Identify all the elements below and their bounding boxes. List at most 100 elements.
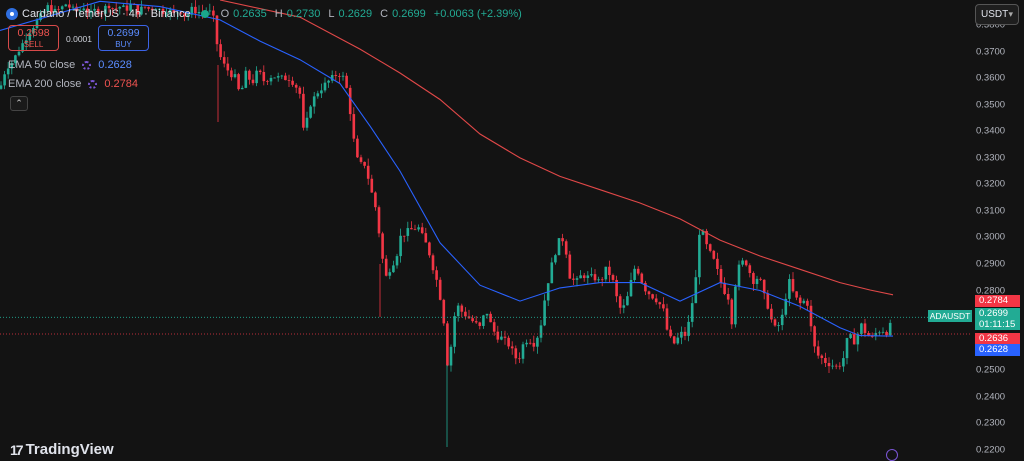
market-open-dot-icon [200, 10, 209, 18]
candle-body [525, 342, 528, 345]
candle-body [435, 270, 438, 280]
currency-selector[interactable]: USDT [975, 4, 1019, 25]
candle-body [759, 278, 762, 280]
candle-body [496, 331, 500, 340]
candle-body [248, 70, 251, 80]
candle-body [860, 323, 863, 335]
candle-body [219, 44, 222, 58]
candle-body [89, 10, 93, 13]
candle-body [384, 258, 388, 276]
high-value: 0.2730 [286, 8, 321, 20]
price-tick: 0.2400 [976, 391, 1006, 403]
candle-body [654, 298, 658, 303]
candle-body [237, 74, 240, 90]
candle-body [107, 5, 111, 9]
collapse-legend-button[interactable]: ⌃ [10, 96, 28, 111]
candle-body [327, 80, 330, 83]
candle-body [870, 336, 874, 337]
candle-body [600, 279, 604, 281]
event-marker-icon[interactable] [886, 449, 898, 461]
candle-body [514, 348, 518, 359]
candle-body [687, 321, 690, 336]
candle-body [528, 342, 532, 344]
candle-body [885, 331, 888, 336]
candle-body [212, 10, 215, 16]
candle-body [161, 8, 165, 15]
candle-body [489, 313, 492, 323]
candle-body [780, 314, 784, 326]
candle-body [633, 268, 636, 280]
candle-body [708, 244, 712, 251]
candle-body [323, 82, 327, 91]
candle-body [813, 326, 816, 347]
candle-body [104, 5, 107, 14]
candle-body [712, 250, 716, 259]
candle-body [539, 325, 543, 338]
candle-body [665, 308, 669, 330]
candle-body [60, 6, 64, 10]
candlestick-chart[interactable] [0, 0, 972, 455]
candle-body [298, 87, 302, 94]
candle-body [399, 235, 402, 257]
candle-body [345, 75, 348, 88]
candle-body [716, 258, 719, 269]
candle-body [0, 85, 3, 89]
candle-body [863, 323, 867, 334]
candle-body [831, 365, 834, 367]
candle-body [395, 256, 399, 266]
candle-body [845, 338, 849, 359]
logo-text: TradingView [25, 441, 114, 458]
candle-body [590, 274, 593, 276]
sell-button[interactable]: 0.2698 SELL [8, 25, 59, 51]
candle-body [842, 358, 845, 367]
candle-body [719, 268, 723, 283]
candle-body [726, 293, 730, 300]
candle-body [543, 300, 546, 326]
candle-body [662, 304, 665, 309]
candle-body [140, 6, 143, 15]
candle-body [312, 96, 316, 107]
candle-body [287, 80, 291, 81]
ema-200-legend[interactable]: EMA 200 close 0.2784 [8, 78, 138, 90]
candle-body [377, 207, 381, 234]
candle-body [3, 74, 6, 86]
price-tick: 0.3400 [976, 125, 1006, 137]
candle-body [550, 262, 554, 284]
candle-body [802, 300, 806, 304]
tradingview-logo[interactable]: 17 TradingView [10, 441, 114, 458]
price-scale[interactable]: 0.3800 0.3700 0.3600 0.3500 0.3400 0.3300 0.32… [972, 0, 1024, 455]
buy-label: BUY [115, 40, 132, 49]
candle-body [410, 228, 413, 230]
candle-body [190, 6, 194, 15]
candle-body [453, 316, 456, 347]
candle-body [834, 365, 838, 367]
ema-50-legend[interactable]: EMA 50 close 0.2628 [8, 59, 132, 71]
candle-body [856, 334, 860, 345]
candle-body [392, 265, 395, 273]
candle-body [82, 8, 86, 11]
candle-body [266, 81, 269, 82]
candle-body [100, 13, 104, 15]
buy-button[interactable]: 0.2699 BUY [98, 25, 149, 51]
candle-body [294, 84, 298, 88]
candle-body [741, 260, 744, 265]
candle-body [129, 4, 132, 11]
candle-body [6, 68, 10, 75]
symbol-title[interactable]: Cardano / TetherUS · 4h · Binance [22, 8, 191, 20]
candle-body [356, 138, 359, 158]
candle-body [251, 79, 255, 84]
candle-body [53, 8, 57, 13]
candle-body [554, 255, 557, 263]
candle-body [629, 279, 633, 297]
candle-body [568, 254, 572, 279]
candle-body [640, 273, 644, 283]
candle-body [413, 229, 417, 231]
candle-body [597, 279, 600, 281]
candle-body [492, 322, 496, 332]
candle-body [255, 70, 258, 84]
candle-body [280, 75, 284, 77]
candle-body [309, 106, 312, 118]
candle-body [705, 230, 708, 245]
candle-body [561, 238, 564, 242]
candle-body [366, 165, 370, 179]
